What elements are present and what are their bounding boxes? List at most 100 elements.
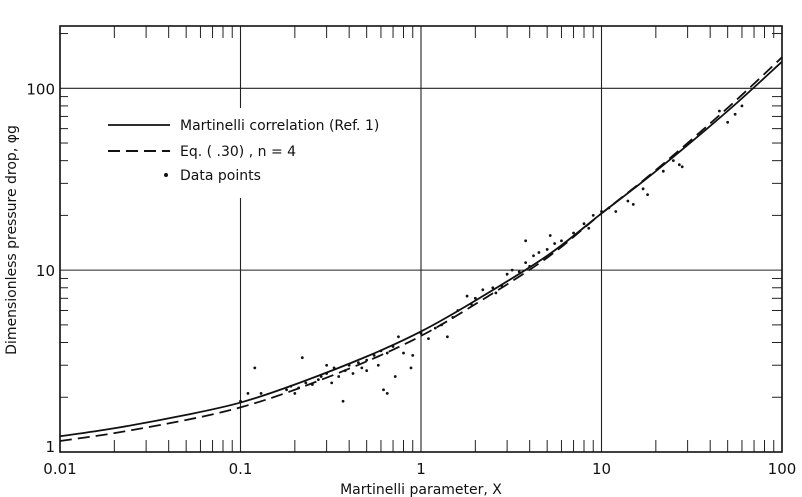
- y-tick-label: 1: [45, 438, 55, 456]
- data-point: [300, 356, 304, 360]
- data-point: [548, 234, 552, 237]
- data-point: [491, 286, 495, 290]
- data-point: [332, 366, 336, 370]
- data-point: [646, 193, 649, 197]
- data-point: [310, 383, 314, 386]
- data-point: [510, 268, 514, 272]
- data-point: [397, 335, 400, 339]
- data-point: [494, 291, 498, 295]
- legend-label-martinelli: Martinelli correlation (Ref. 1): [180, 118, 379, 134]
- data-point: [365, 358, 369, 362]
- data-point: [469, 302, 473, 306]
- data-point: [600, 210, 603, 213]
- data-point: [740, 104, 744, 108]
- data-point: [337, 375, 341, 378]
- data-point: [671, 159, 675, 163]
- data-point: [626, 199, 630, 203]
- data-point: [553, 242, 557, 245]
- data-point: [607, 206, 611, 210]
- data-point: [385, 351, 389, 355]
- legend: Martinelli correlation (Ref. 1) Eq. ( .3…: [96, 108, 416, 198]
- data-point: [456, 309, 460, 312]
- x-tick-label: 100: [768, 460, 797, 478]
- data-point: [661, 169, 665, 173]
- data-point: [285, 388, 288, 392]
- data-point: [451, 315, 455, 319]
- data-point: [341, 399, 345, 403]
- data-point: [427, 337, 430, 341]
- data-point: [253, 366, 257, 370]
- data-point: [517, 270, 521, 274]
- x-tick-label: 1: [416, 460, 426, 478]
- data-point: [293, 392, 297, 395]
- data-point: [631, 202, 635, 206]
- data-point: [365, 369, 369, 373]
- data-point: [419, 331, 423, 335]
- data-point: [402, 351, 405, 355]
- data-point: [376, 363, 380, 367]
- data-point: [440, 323, 443, 327]
- data-point: [297, 386, 301, 390]
- data-point: [239, 399, 242, 403]
- data-point: [524, 261, 528, 265]
- data-point: [372, 353, 376, 357]
- data-point: [718, 109, 721, 113]
- data-point: [587, 226, 591, 230]
- data-point: [481, 288, 485, 292]
- data-point: [319, 375, 323, 378]
- grid: [59, 26, 783, 452]
- data-point: [316, 378, 320, 382]
- legend-label-data-points: Data points: [180, 168, 261, 184]
- ticks: [60, 26, 782, 452]
- data-point: [582, 222, 586, 226]
- data-point: [347, 363, 351, 367]
- eq30-curve: [59, 56, 783, 442]
- data-point: [409, 366, 413, 370]
- x-tick-labels: 0.01 0.1 1 10 100: [43, 460, 796, 478]
- data-point: [330, 381, 334, 385]
- series-layer: [59, 56, 783, 442]
- data-point: [614, 210, 618, 213]
- legend-dot-swatch: [164, 173, 168, 177]
- data-point: [537, 251, 541, 254]
- x-tick-label: 0.1: [229, 460, 253, 478]
- data-point: [572, 231, 575, 235]
- data-point: [433, 326, 437, 330]
- data-point: [360, 366, 364, 370]
- data-point: [445, 335, 449, 339]
- data-point: [385, 392, 389, 395]
- data-point: [528, 264, 532, 268]
- y-tick-labels: 1 10 100: [26, 80, 55, 456]
- data-point: [473, 296, 477, 300]
- x-axis-label: Martinelli parameter, X: [340, 482, 502, 497]
- data-point: [246, 392, 250, 395]
- data-point: [325, 363, 329, 367]
- plot-frame: [59, 25, 783, 453]
- y-axis-label: Dimensionless pressure drop, φg: [4, 125, 20, 355]
- data-point: [641, 187, 645, 191]
- data-point: [591, 213, 595, 217]
- data-point: [351, 372, 355, 375]
- data-point: [382, 388, 385, 392]
- x-tick-label: 0.01: [43, 460, 76, 478]
- data-point: [393, 375, 397, 378]
- data-point: [680, 165, 684, 169]
- data-point: [505, 272, 509, 276]
- legend-label-eq30: Eq. ( .30) , n = 4: [180, 144, 296, 160]
- data-point: [500, 284, 504, 288]
- data-point: [560, 239, 563, 243]
- y-tick-label: 100: [26, 80, 55, 98]
- data-point: [411, 353, 415, 357]
- data-point: [726, 120, 730, 124]
- data-point: [532, 254, 535, 258]
- data-point: [259, 392, 263, 395]
- data-point: [545, 248, 549, 251]
- data-point: [289, 384, 293, 388]
- data-point: [733, 112, 737, 116]
- data-point: [325, 372, 329, 375]
- data-point: [357, 361, 360, 365]
- data-point: [304, 381, 308, 385]
- data-point: [343, 369, 347, 373]
- data-point: [391, 345, 395, 348]
